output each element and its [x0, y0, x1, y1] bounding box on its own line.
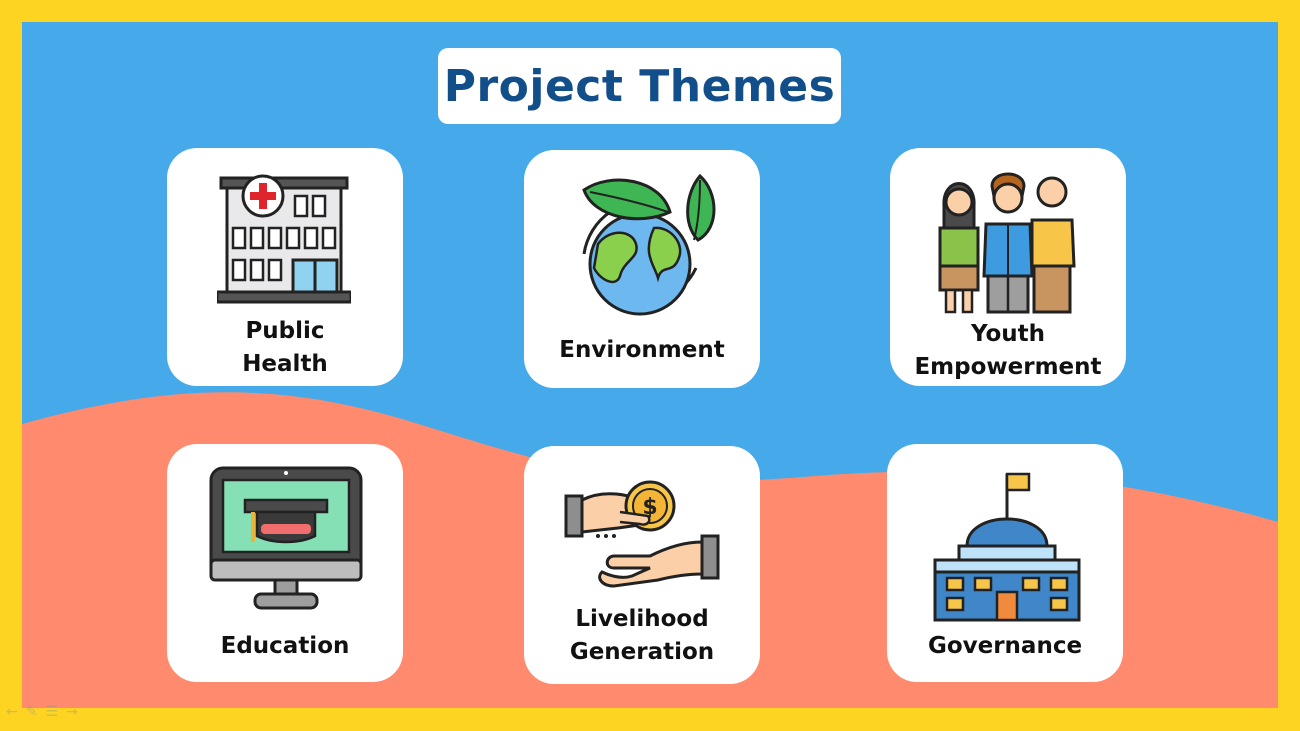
- computer-graduation-cap-icon: [209, 466, 363, 610]
- theme-card-youth-empowerment[interactable]: Youth Empowerment: [890, 148, 1126, 386]
- slide-title: Project Themes: [443, 60, 836, 112]
- theme-label: Education: [220, 633, 350, 659]
- people-group-icon: [938, 172, 1076, 314]
- government-building-icon: [933, 472, 1081, 622]
- theme-label: Environment: [559, 337, 725, 363]
- theme-card-environment[interactable]: Environment: [524, 150, 760, 388]
- menu-icon[interactable]: ☰: [45, 704, 59, 720]
- globe-leaves-icon: [582, 173, 716, 316]
- arrow-right-icon[interactable]: →: [66, 704, 78, 720]
- theme-label: Livelihood Generation: [569, 606, 715, 665]
- theme-card-public-health[interactable]: Public Health: [167, 148, 403, 386]
- theme-card-governance[interactable]: Governance: [887, 444, 1123, 682]
- pen-icon[interactable]: ✎: [25, 704, 38, 720]
- slide-background: Project Themes: [22, 22, 1278, 708]
- hand-coin-icon: $: [564, 480, 720, 588]
- theme-label: Youth Empowerment: [914, 321, 1102, 380]
- slideshow-nav: ← ✎ ☰ →: [6, 704, 78, 720]
- theme-label: Governance: [927, 633, 1083, 659]
- theme-label: Public Health: [242, 318, 328, 377]
- arrow-left-icon[interactable]: ←: [6, 704, 18, 720]
- svg-text:$: $: [642, 495, 657, 520]
- theme-card-education[interactable]: Education: [167, 444, 403, 682]
- title-box: Project Themes: [438, 48, 841, 124]
- theme-card-livelihood-generation[interactable]: $ Livelihood Generation: [524, 446, 760, 684]
- hospital-icon: [217, 174, 351, 304]
